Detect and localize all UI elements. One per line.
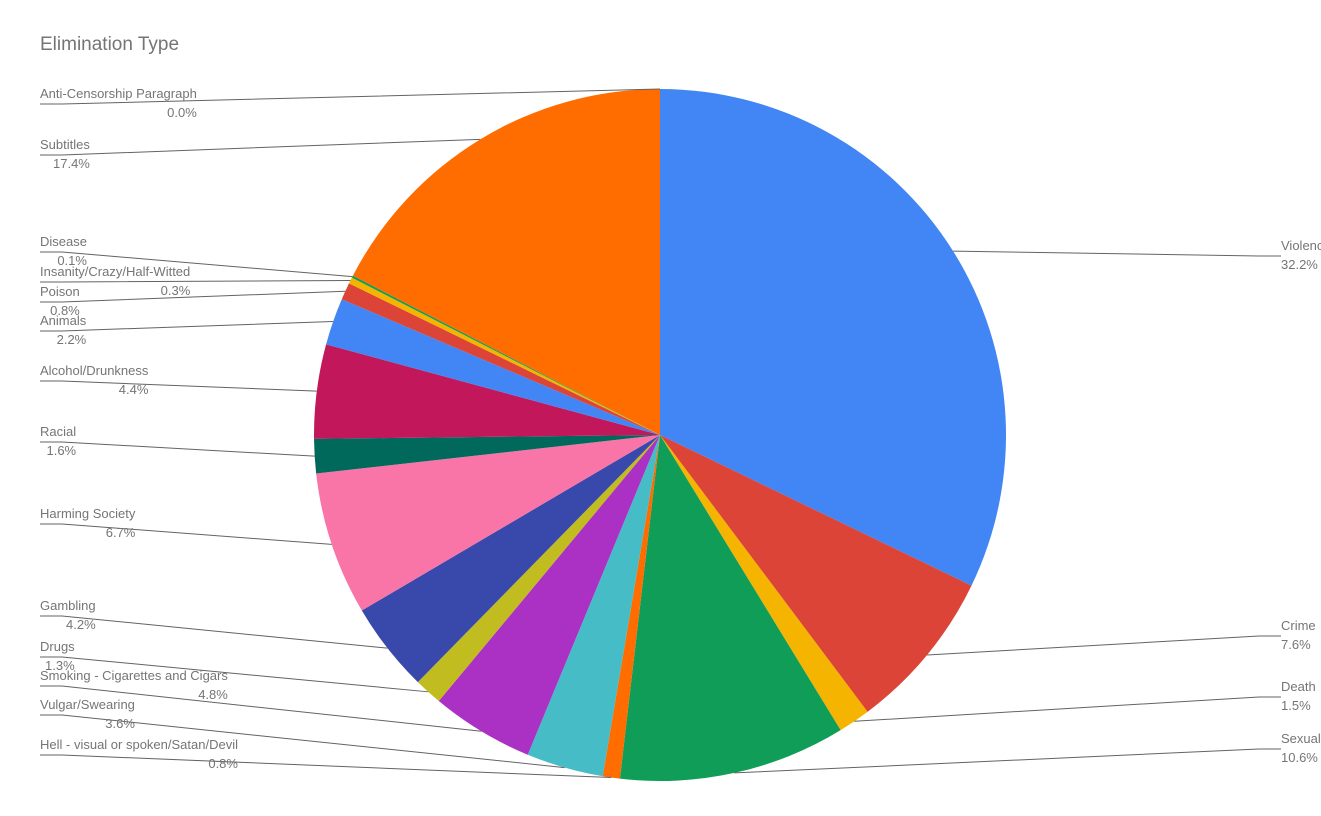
slice-label: Death1.5%	[1281, 678, 1316, 716]
slice-label-value: 0.0%	[40, 104, 197, 123]
slice-label-value: 1.5%	[1281, 697, 1316, 716]
slice-label-name: Death	[1281, 678, 1316, 697]
slice-label-name: Alcohol/Drunkness	[40, 362, 148, 381]
slice-label-value: 0.1%	[40, 252, 87, 271]
slice-label-value: 2.2%	[40, 331, 86, 350]
slice-label: Anti-Censorship Paragraph0.0%	[40, 85, 197, 123]
slice-label: Harming Society6.7%	[40, 505, 135, 543]
slice-label-name: Hell - visual or spoken/Satan/Devil	[40, 736, 238, 755]
slice-label-name: Sexual	[1281, 730, 1321, 749]
slice-label: Subtitles17.4%	[40, 136, 90, 174]
slice-label-value: 7.6%	[1281, 636, 1316, 655]
slice-label: Drugs1.3%	[40, 638, 75, 676]
leader-line	[953, 251, 1281, 256]
slice-label-value: 10.6%	[1281, 749, 1321, 768]
pie-chart: Elimination Type Violence32.2%Crime7.6%D…	[0, 0, 1321, 816]
slice-label-name: Violence	[1281, 237, 1321, 256]
slice-label-name: Anti-Censorship Paragraph	[40, 85, 197, 104]
slice-label: Gambling4.2%	[40, 597, 96, 635]
slice-label-value: 0.3%	[40, 282, 190, 301]
slice-label-name: Gambling	[40, 597, 96, 616]
slice-label-name: Subtitles	[40, 136, 90, 155]
leader-line	[734, 749, 1281, 773]
slice-label-name: Disease	[40, 233, 87, 252]
leader-line	[927, 636, 1281, 655]
slice-label-name: Harming Society	[40, 505, 135, 524]
slice-label: Disease0.1%	[40, 233, 87, 271]
pie-slices	[314, 89, 1006, 781]
slice-label-value: 17.4%	[40, 155, 90, 174]
slice-label-value: 6.7%	[40, 524, 135, 543]
slice-label: Violence32.2%	[1281, 237, 1321, 275]
slice-label-name: Crime	[1281, 617, 1316, 636]
slice-label: Crime7.6%	[1281, 617, 1316, 655]
leader-line	[40, 139, 480, 155]
slice-label-name: Racial	[40, 423, 76, 442]
leader-line	[854, 697, 1281, 721]
slice-label-name: Drugs	[40, 638, 75, 657]
slice-label-value: 4.2%	[40, 616, 96, 635]
slice-label-value: 0.8%	[40, 755, 238, 774]
slice-label-value: 4.4%	[40, 381, 148, 400]
slice-label: Sexual10.6%	[1281, 730, 1321, 768]
slice-label: Hell - visual or spoken/Satan/Devil0.8%	[40, 736, 238, 774]
slice-label: Racial1.6%	[40, 423, 76, 461]
slice-label-value: 1.3%	[40, 657, 75, 676]
slice-label-value: 3.6%	[40, 715, 135, 734]
leader-line	[40, 442, 315, 456]
slice-label-value: 1.6%	[40, 442, 76, 461]
slice-label-value: 32.2%	[1281, 256, 1321, 275]
slice-label-value: 4.8%	[40, 686, 228, 705]
slice-label: Alcohol/Drunkness4.4%	[40, 362, 148, 400]
slice-label-value: 0.8%	[40, 302, 80, 321]
